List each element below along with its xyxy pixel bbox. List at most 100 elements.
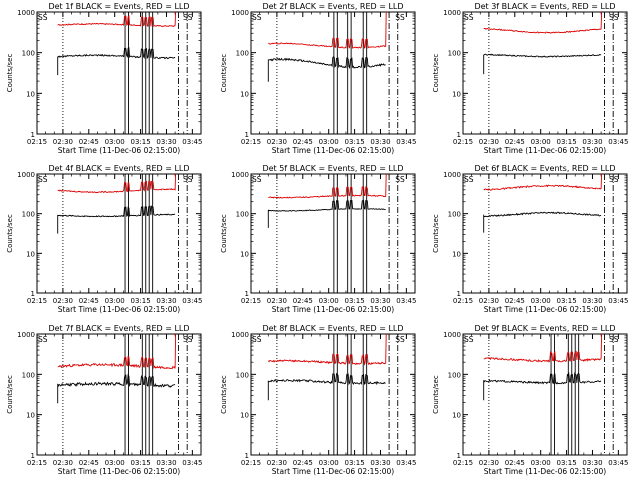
y-tick-label: 10 [452,412,461,420]
x-tick-label: 03:15 [130,138,150,146]
chart-title: Det 9f BLACK = Events, RED = LLD [474,324,615,333]
x-tick-label: 03:30 [156,297,176,305]
plot-frame [462,173,628,294]
y-tick-label: 1 [457,131,461,139]
chart-det-7: Det 7f BLACK = Events, RED = LLD 1 10 100 10… [6,324,202,476]
y-axis-label: Counts/sec [220,375,228,414]
chart-title: Det 5f BLACK = Events, RED = LLD [262,164,403,173]
y-tick-label: 10 [452,250,461,258]
y-tick-label: 1000 [17,9,35,17]
marker-label: SS [38,335,48,344]
chart-title: Det 3f BLACK = Events, RED = LLD [474,2,615,11]
y-tick-label: 1000 [231,9,249,17]
x-tick-label: 02:45 [79,459,99,467]
x-tick-label: 03:45 [182,138,202,146]
x-tick-label: 02:45 [293,138,313,146]
x-tick-label: 03:00 [319,138,339,146]
y-tick-label: 10 [240,412,249,420]
y-tick-label: 1000 [17,331,35,339]
x-axis-label: Start Time (11-Dec-06 02:15:00) [58,146,180,155]
x-tick-label: 02:30 [479,459,499,467]
y-tick-label: 10 [240,250,249,258]
y-tick-label: 100 [22,50,35,58]
chart-title: Det 8f BLACK = Events, RED = LLD [262,324,403,333]
x-axis-label: Start Time (11-Dec-06 02:15:00) [484,146,606,155]
x-tick-label: 02:30 [479,138,499,146]
x-axis-label: Start Time (11-Dec-06 02:15:00) [58,467,180,476]
x-tick-label: 03:30 [370,138,390,146]
chart-det-8: Det 8f BLACK = Events, RED = LLD 1 10 100 10… [220,324,416,476]
y-tick-label: 10 [26,412,35,420]
marker-label: SS [183,13,193,22]
chart-det-4: Det 4f BLACK = Events, RED = LLD 1 10 100 10… [6,164,202,314]
x-tick-label: 03:00 [105,138,125,146]
x-tick-label: 03:15 [556,459,576,467]
x-tick-label: 02:45 [293,297,313,305]
plot-frame [462,11,628,135]
x-tick-label: 02:45 [505,297,525,305]
y-axis-label: Counts/sec [6,54,14,93]
y-tick-label: 1000 [231,171,249,179]
marker-label: SS [395,175,405,184]
y-tick-label: 1 [245,290,249,298]
y-tick-label: 100 [22,371,35,379]
y-tick-label: 10 [240,90,249,98]
y-tick-label: 10 [26,90,35,98]
marker-label: SS [183,175,193,184]
x-tick-label: 03:30 [582,138,602,146]
x-tick-label: 03:30 [156,459,176,467]
marker-label: SS [38,175,48,184]
marker-label: SS [252,335,262,344]
x-tick-label: 03:30 [582,297,602,305]
x-tick-label: 02:45 [505,459,525,467]
y-tick-label: 1 [457,452,461,460]
x-tick-label: 03:45 [396,459,416,467]
x-axis-label: Start Time (11-Dec-06 02:15:00) [58,305,180,314]
x-tick-label: 03:45 [608,459,628,467]
x-tick-label: 03:15 [344,138,364,146]
x-tick-label: 03:45 [608,297,628,305]
chart-title: Det 1f BLACK = Events, RED = LLD [48,2,189,11]
x-tick-label: 03:00 [319,297,339,305]
y-tick-label: 100 [22,211,35,219]
plot-frame [36,11,202,135]
x-tick-label: 03:00 [105,297,125,305]
y-tick-label: 1 [245,131,249,139]
x-axis-label: Start Time (11-Dec-06 02:15:00) [272,305,394,314]
y-axis-label: Counts/sec [432,54,440,93]
x-tick-label: 03:00 [105,459,125,467]
chart-det-9: Det 9f BLACK = Events, RED = LLD 1 10 100 10… [432,324,628,476]
chart-title: Det 2f BLACK = Events, RED = LLD [262,2,403,11]
lld-series-line [57,333,177,370]
x-tick-label: 02:45 [79,138,99,146]
marker-label: SS [464,335,474,344]
x-axis-label: Start Time (11-Dec-06 02:15:00) [484,305,606,314]
marker-label: SS [464,175,474,184]
marker-label: SS [38,13,48,22]
events-series-line [483,371,602,401]
y-tick-label: 100 [236,211,249,219]
y-axis-label: Counts/sec [432,214,440,253]
x-tick-label: 02:45 [79,297,99,305]
events-series-line [57,373,176,404]
x-tick-label: 03:45 [608,138,628,146]
y-tick-label: 1000 [443,331,461,339]
x-tick-label: 02:30 [267,297,287,305]
x-tick-label: 03:15 [344,297,364,305]
x-axis-label: Start Time (11-Dec-06 02:15:00) [484,467,606,476]
lld-series-line [268,173,387,199]
y-tick-label: 100 [448,50,461,58]
x-tick-label: 02:30 [53,297,73,305]
marker-label: SS [464,13,474,22]
events-series-line [267,56,386,82]
y-tick-label: 1000 [231,331,249,339]
chart-det-3: Det 3f BLACK = Events, RED = LLD 1 10 100 10… [432,2,628,155]
marker-label: SS [252,13,262,22]
x-tick-label: 02:30 [267,459,287,467]
y-tick-label: 1 [31,131,35,139]
x-tick-label: 03:30 [156,138,176,146]
lld-series-line [483,173,603,191]
marker-label: SS [609,335,619,344]
marker-label: SS [609,13,619,22]
